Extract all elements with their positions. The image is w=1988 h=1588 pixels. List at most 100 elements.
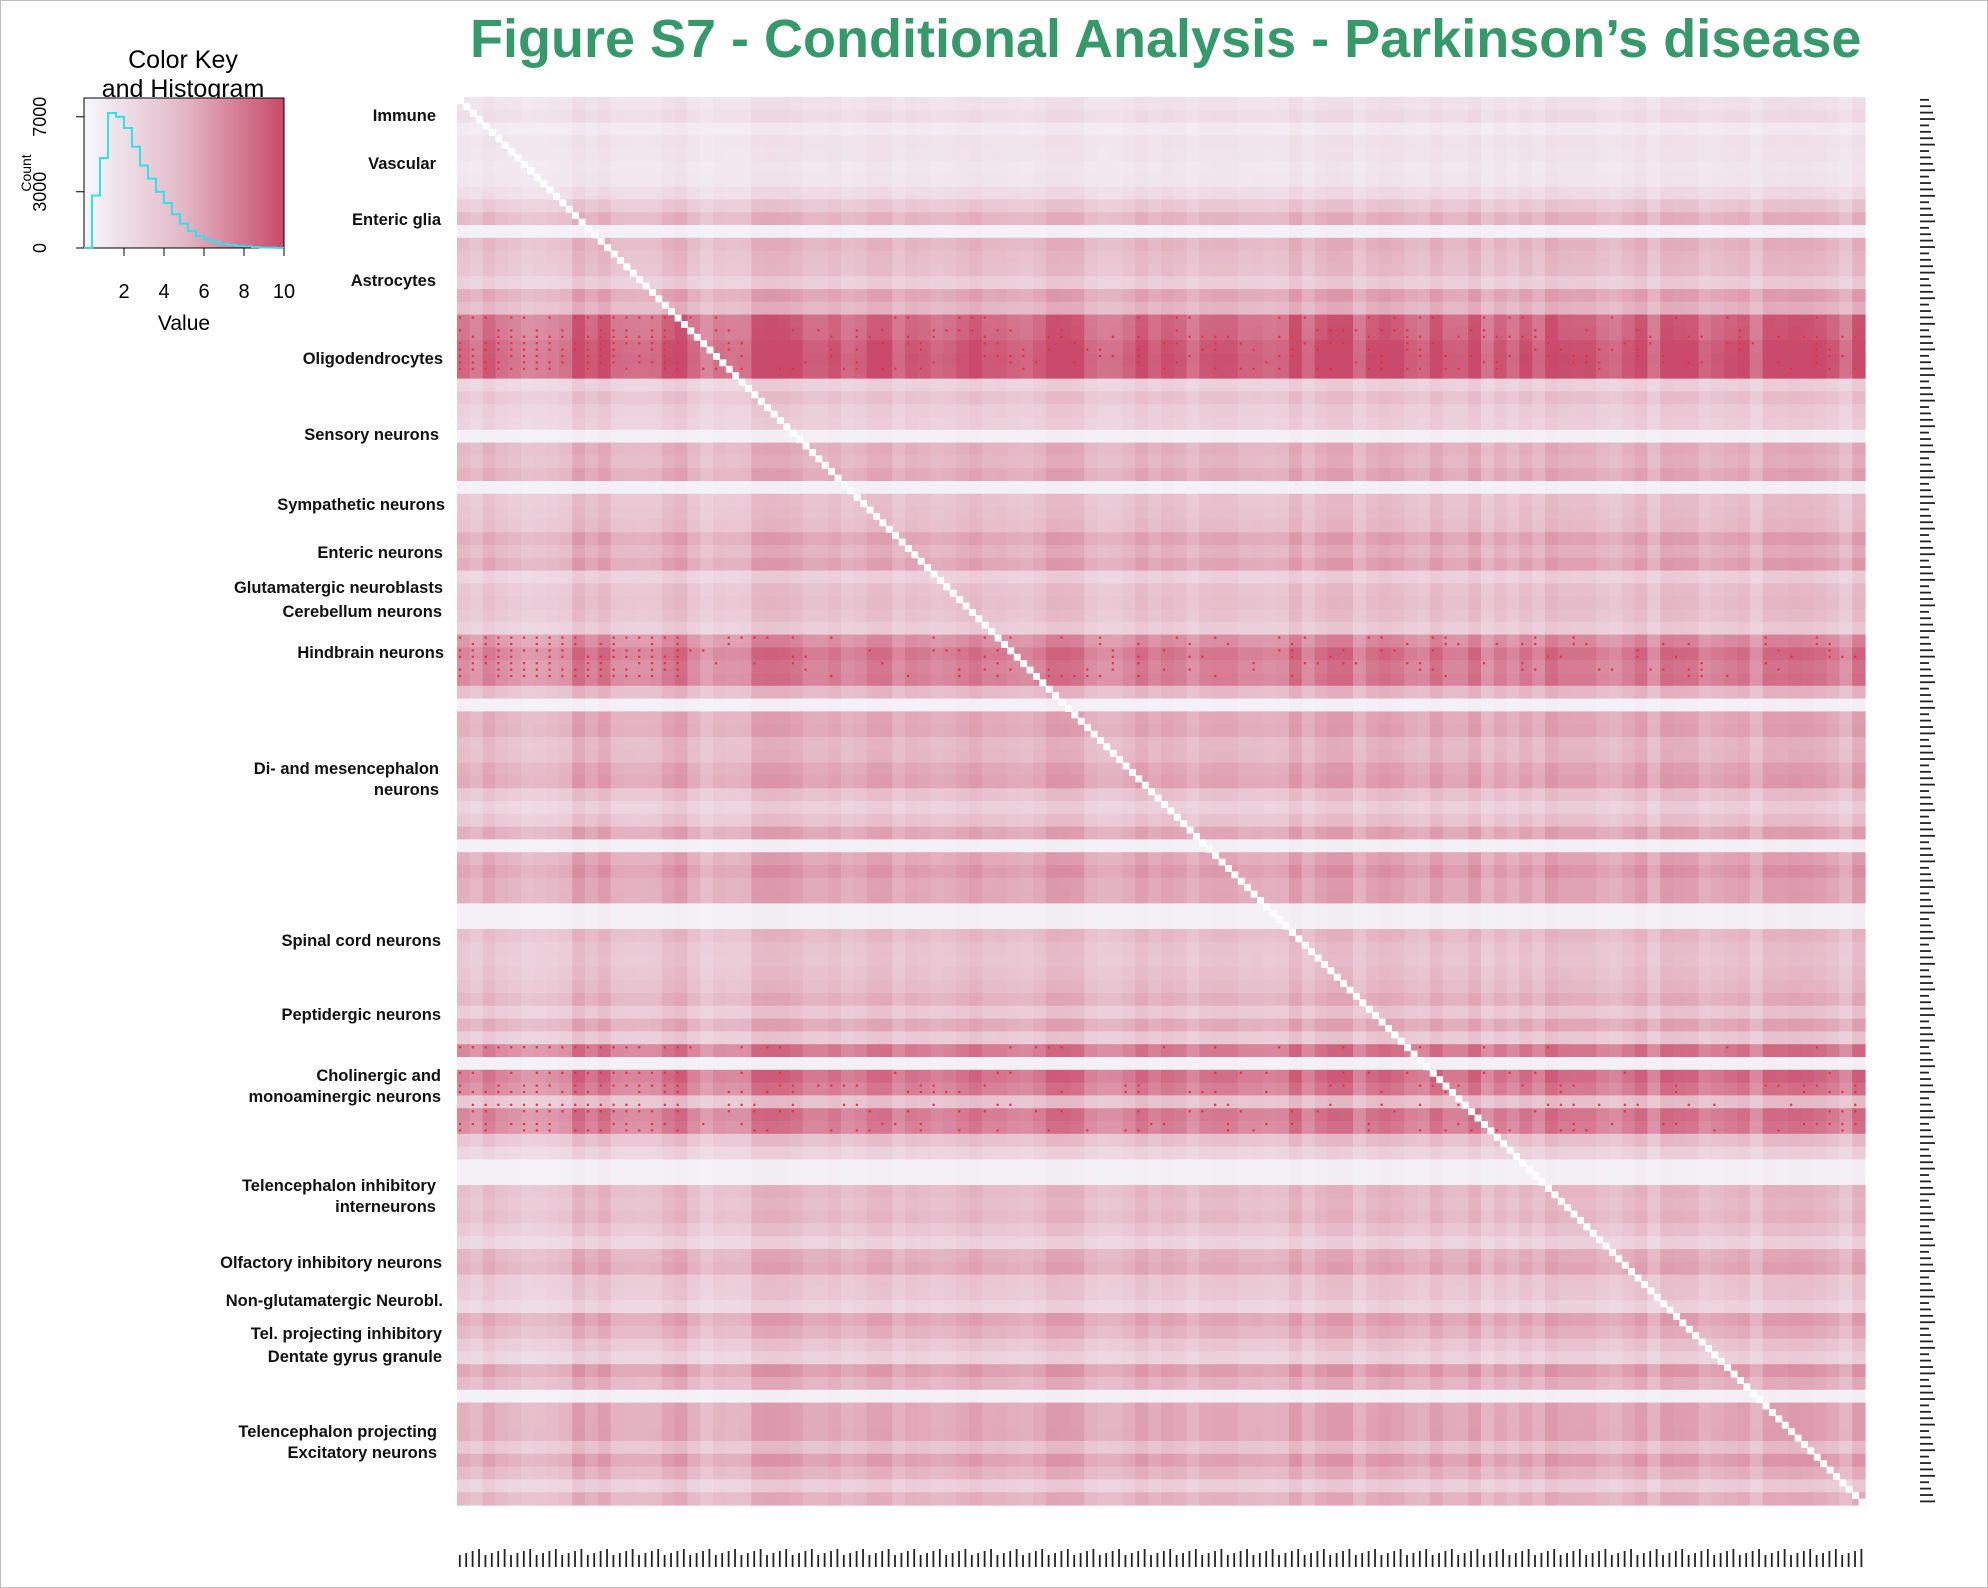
heatmap-cell	[623, 609, 637, 623]
heatmap-cell	[1212, 468, 1226, 482]
heatmap-cell	[1685, 97, 1700, 111]
heatmap-cell	[457, 148, 471, 162]
heatmap-cell	[892, 417, 906, 431]
heatmap-cell	[1237, 468, 1252, 482]
heatmap-cell	[930, 596, 944, 610]
heatmap-cell	[1788, 493, 1802, 508]
heatmap-cell	[623, 583, 637, 597]
heatmap-cell	[994, 289, 1008, 303]
heatmap-cell	[994, 455, 1008, 469]
heatmap-cell	[1212, 481, 1226, 495]
heatmap-cell	[1225, 429, 1239, 444]
heatmap-cell	[674, 570, 688, 584]
heatmap-cell	[1327, 237, 1341, 252]
heatmap-cell	[1365, 570, 1380, 584]
heatmap-cell	[1161, 506, 1175, 520]
heatmap-cell	[943, 570, 957, 584]
heatmap-cell	[1365, 545, 1380, 559]
heatmap-cell	[1519, 173, 1533, 188]
heatmap-cell	[610, 404, 624, 418]
heatmap-cell	[1724, 532, 1738, 546]
heatmap-cell	[1353, 353, 1367, 367]
heatmap-cell	[994, 276, 1008, 290]
heatmap-cell	[1481, 289, 1495, 303]
heatmap-cell	[1557, 148, 1572, 162]
heatmap-cell	[1071, 327, 1085, 341]
heatmap-cell	[956, 301, 970, 316]
heatmap-cell	[623, 97, 637, 111]
heatmap-cell	[853, 263, 868, 277]
heatmap-cell	[943, 545, 957, 559]
heatmap-cell	[1007, 468, 1021, 482]
heatmap-cell	[1532, 250, 1546, 264]
heatmap-cell	[1135, 391, 1149, 405]
heatmap-cell	[1749, 97, 1764, 111]
heatmap-cell	[1033, 545, 1047, 559]
heatmap-cell	[1596, 161, 1610, 175]
heatmap-cell	[1557, 391, 1572, 405]
heatmap-cell	[1621, 250, 1636, 264]
heatmap-cell	[610, 97, 624, 111]
heatmap-cell	[649, 506, 663, 520]
heatmap-cell	[1724, 442, 1738, 456]
heatmap-cell	[1519, 596, 1533, 610]
heatmap-cell	[1212, 609, 1226, 623]
heatmap-cell	[738, 519, 752, 533]
heatmap-cell	[725, 199, 740, 213]
heatmap-cell	[572, 647, 586, 661]
heatmap-cell	[1455, 596, 1469, 610]
heatmap-cell	[1852, 404, 1866, 418]
heatmap-cell	[585, 506, 599, 520]
heatmap-cell	[1442, 417, 1456, 431]
heatmap-cell	[1442, 135, 1456, 149]
heatmap-cell	[1493, 634, 1508, 648]
heatmap-cell	[1647, 314, 1661, 328]
heatmap-cell	[623, 417, 637, 431]
heatmap-cell	[1301, 621, 1316, 636]
heatmap-cell	[469, 340, 484, 354]
heatmap-cell	[1583, 596, 1597, 610]
heatmap-cell	[1852, 429, 1866, 444]
heatmap-cell	[1801, 545, 1815, 559]
heatmap-cell	[1365, 186, 1380, 200]
heatmap-cell	[457, 417, 471, 431]
heatmap-cell	[1647, 468, 1661, 482]
heatmap-cell	[687, 634, 701, 648]
heatmap-cell	[572, 660, 586, 674]
heatmap-cell	[1340, 455, 1354, 469]
heatmap-cell	[1327, 519, 1341, 533]
heatmap-cell	[1391, 378, 1405, 392]
heatmap-cell	[1225, 148, 1239, 162]
heatmap-cell	[1583, 289, 1597, 303]
heatmap-cell	[1276, 378, 1290, 392]
heatmap-cell	[1519, 250, 1533, 264]
heatmap-cell	[597, 583, 612, 597]
heatmap-cell	[981, 212, 996, 226]
heatmap-cell	[1711, 429, 1725, 444]
heatmap-cell	[1429, 301, 1444, 316]
heatmap-cell	[1801, 353, 1815, 367]
heatmap-cell	[1442, 557, 1456, 572]
heatmap-cell	[1698, 301, 1712, 316]
heatmap-cell	[1724, 557, 1738, 572]
heatmap-cell	[1276, 276, 1290, 290]
heatmap-cell	[521, 493, 535, 508]
heatmap-cell	[1314, 532, 1328, 546]
heatmap-cell	[661, 391, 676, 405]
heatmap-cell	[1570, 109, 1584, 124]
heatmap-cell	[649, 481, 663, 495]
heatmap-cell	[1634, 148, 1648, 162]
heatmap-cell	[636, 493, 650, 508]
heatmap-cell	[482, 212, 496, 226]
heatmap-cell	[1429, 660, 1444, 674]
heatmap-cell	[841, 135, 855, 149]
heatmap-cell	[815, 289, 829, 303]
heatmap-cell	[1801, 391, 1815, 405]
heatmap-cell	[1186, 135, 1200, 149]
heatmap-cell	[521, 225, 535, 239]
heatmap-cell	[1621, 199, 1636, 213]
heatmap-cell	[1199, 583, 1213, 597]
heatmap-cell	[649, 365, 663, 380]
heatmap-cell	[469, 225, 484, 239]
heatmap-cell	[1545, 609, 1559, 623]
